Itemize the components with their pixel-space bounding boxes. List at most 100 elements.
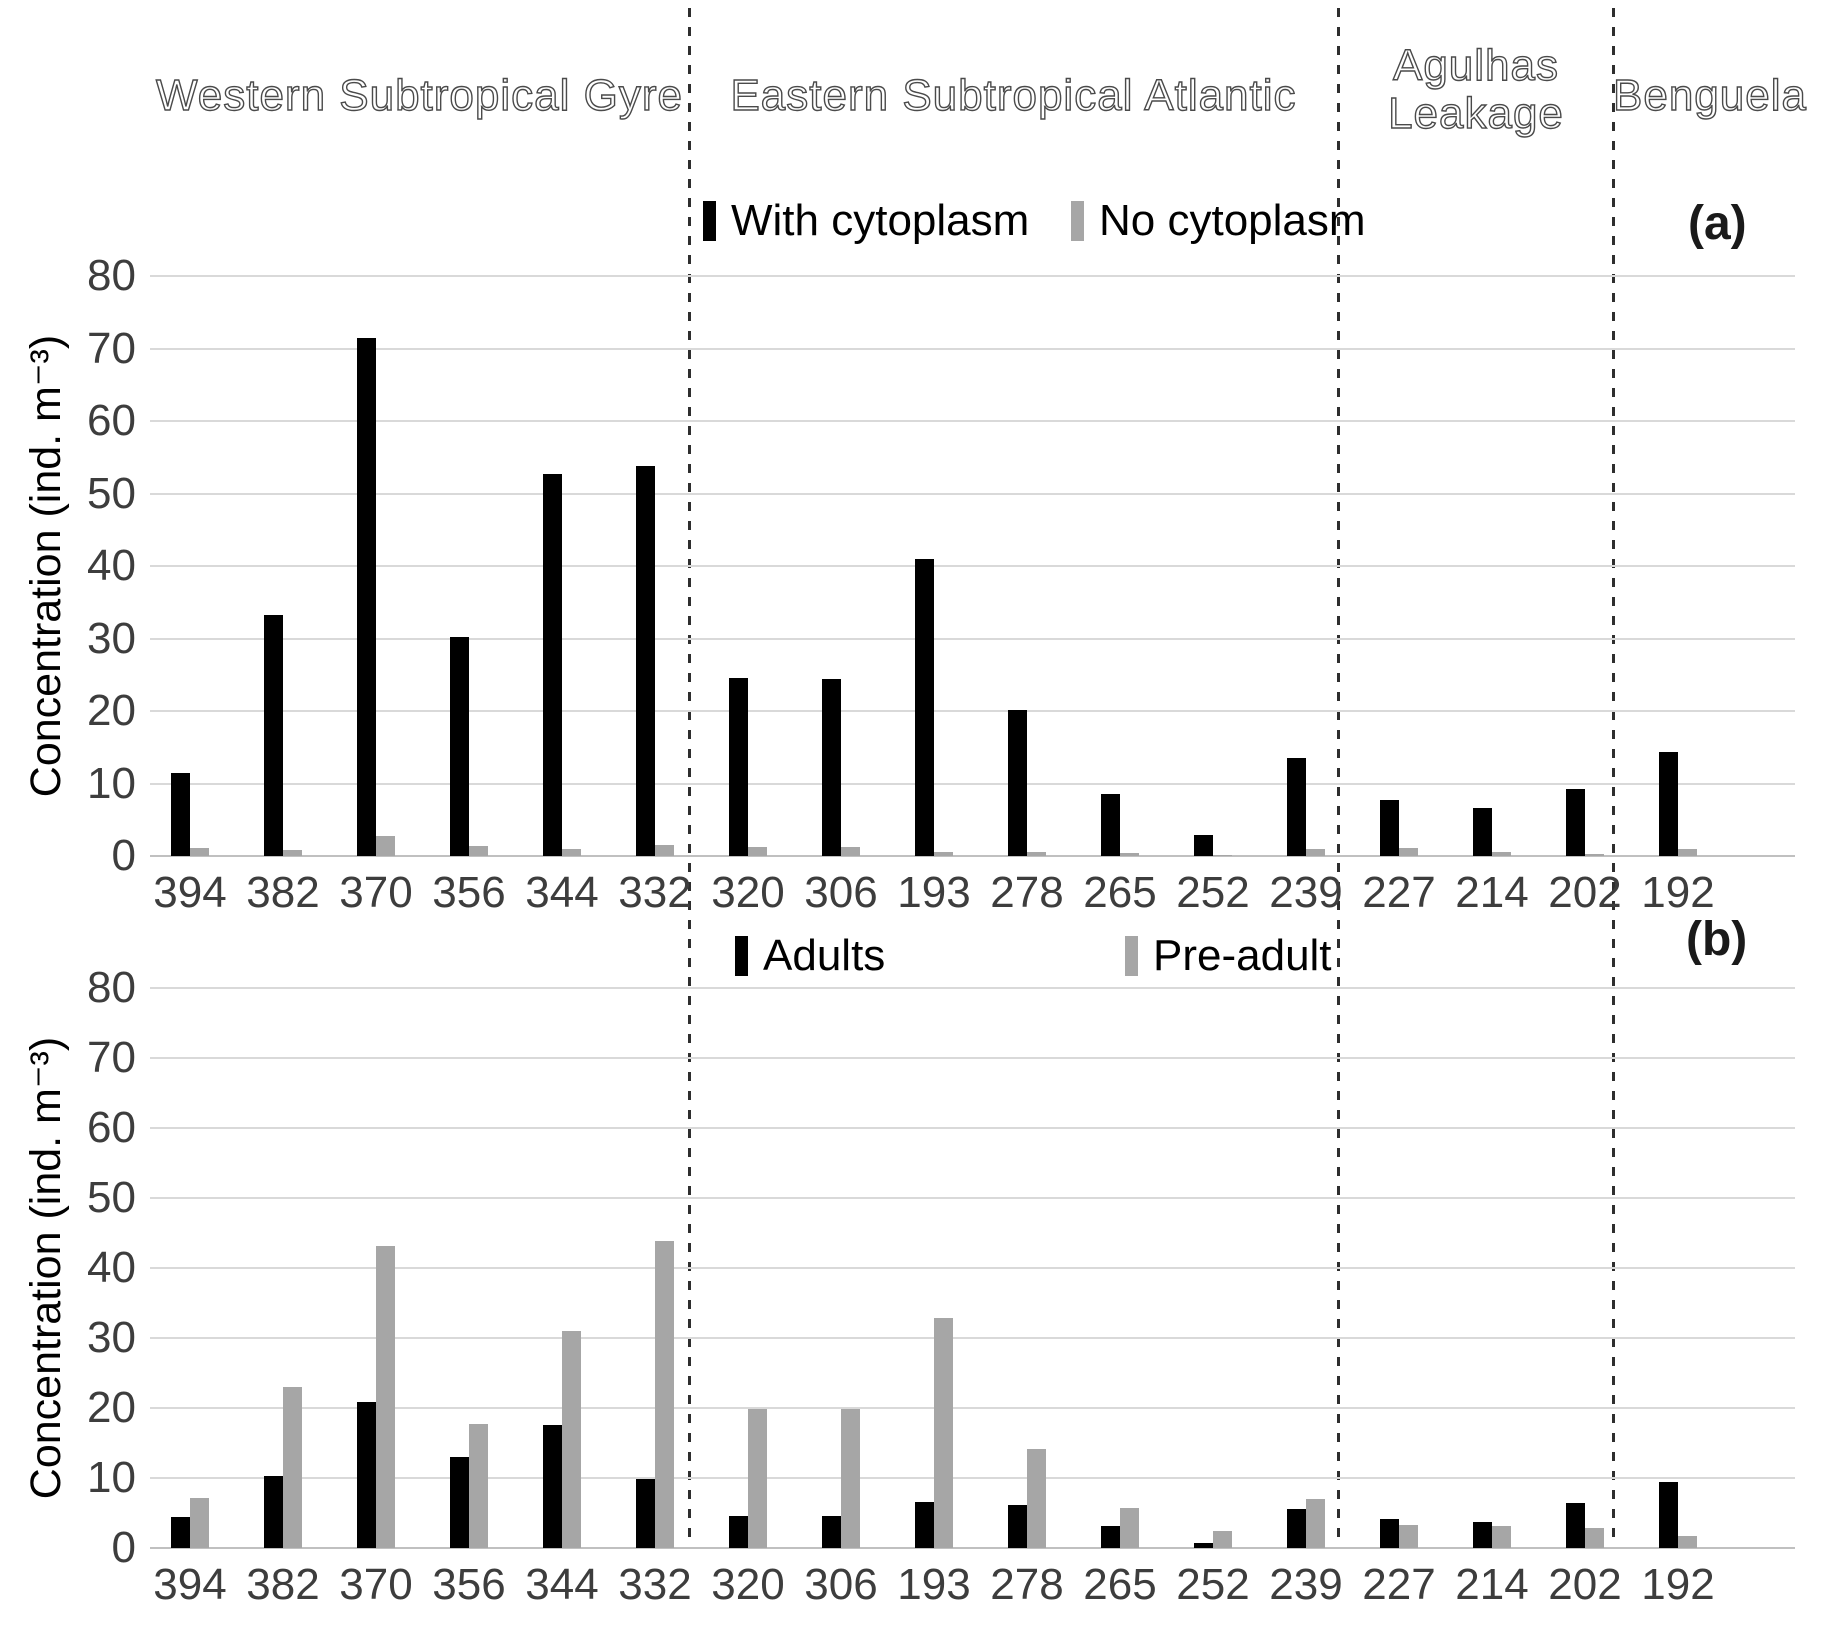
- x-tick-label-a-320: 320: [711, 868, 785, 917]
- region-title-western-subtropical-gyre: Western Subtropical Gyre: [155, 71, 683, 120]
- y-tick-label-b-80: 80: [87, 963, 136, 1012]
- region-title-eastern-subtropical-atlantic: Eastern Subtropical Atlantic: [730, 71, 1297, 120]
- bar-b-gray-252: [1213, 1531, 1232, 1548]
- bar-b-gray-202: [1585, 1528, 1604, 1548]
- y-tick-label-b-0: 0: [111, 1523, 136, 1572]
- x-tick-label-a-382: 382: [246, 868, 320, 917]
- x-tick-label-b-192: 192: [1641, 1560, 1715, 1609]
- bar-a-black-370: [357, 337, 376, 856]
- x-tick-label-a-332: 332: [618, 868, 692, 917]
- x-tick-label-a-239: 239: [1269, 868, 1343, 917]
- bar-b-gray-214: [1492, 1526, 1511, 1548]
- legend-item-pre-adult: Pre-adult: [1125, 932, 1332, 980]
- gridline-b-10: [150, 1477, 1795, 1479]
- bar-a-black-356: [450, 637, 469, 856]
- gridline-a-30: [150, 637, 1795, 640]
- legend-label: No cytoplasm: [1099, 196, 1366, 245]
- bar-a-black-382: [264, 614, 283, 856]
- x-tick-label-b-214: 214: [1455, 1560, 1529, 1609]
- bar-a-black-278: [1008, 709, 1027, 856]
- legend-item-no-cytoplasm: No cytoplasm: [1071, 197, 1366, 245]
- x-tick-label-a-192: 192: [1641, 868, 1715, 917]
- gridline-b-70: [150, 1057, 1795, 1059]
- x-tick-label-a-214: 214: [1455, 868, 1529, 917]
- bar-b-black-306: [822, 1515, 841, 1548]
- x-tick-label-b-265: 265: [1083, 1560, 1157, 1609]
- bar-a-black-344: [543, 473, 562, 856]
- bar-b-gray-192: [1678, 1536, 1697, 1548]
- y-tick-label-b-30: 30: [87, 1313, 136, 1362]
- y-tick-label-a-40: 40: [87, 541, 136, 590]
- bar-a-gray-239: [1306, 849, 1325, 856]
- bar-b-black-265: [1101, 1526, 1120, 1548]
- y-tick-label-b-40: 40: [87, 1243, 136, 1292]
- x-tick-label-b-239: 239: [1269, 1560, 1343, 1609]
- y-tick-label-b-20: 20: [87, 1383, 136, 1432]
- x-tick-label-a-202: 202: [1548, 868, 1622, 917]
- bar-a-gray-394: [190, 848, 209, 856]
- bar-a-gray-382: [283, 850, 302, 856]
- bar-b-gray-370: [376, 1245, 395, 1548]
- bar-a-gray-214: [1492, 851, 1511, 856]
- x-tick-label-a-252: 252: [1176, 868, 1250, 917]
- legend-swatch-black: [703, 201, 716, 241]
- x-tick-label-a-356: 356: [432, 868, 506, 917]
- region-title-agulhas-leakage: Agulhas Leakage: [1387, 41, 1564, 138]
- y-tick-label-a-10: 10: [87, 758, 136, 808]
- y-tick-label-a-60: 60: [87, 396, 136, 445]
- x-tick-label-b-202: 202: [1548, 1560, 1622, 1609]
- y-tick-label-a-70: 70: [87, 323, 136, 373]
- y-tick-label-a-80: 80: [87, 251, 136, 300]
- bar-b-black-278: [1008, 1504, 1027, 1548]
- gridline-a-80: [150, 275, 1795, 277]
- bar-a-gray-278: [1027, 851, 1046, 856]
- x-tick-label-b-394: 394: [153, 1560, 227, 1609]
- bar-b-black-227: [1380, 1518, 1399, 1548]
- legend-swatch-gray: [1125, 936, 1138, 976]
- bar-a-gray-202: [1585, 853, 1604, 856]
- bar-a-black-332: [636, 465, 655, 856]
- bar-b-gray-265: [1120, 1508, 1139, 1548]
- gridline-a-70: [150, 347, 1795, 350]
- x-tick-label-b-382: 382: [246, 1560, 320, 1609]
- bar-b-gray-394: [190, 1497, 209, 1548]
- y-tick-label-b-50: 50: [87, 1173, 136, 1222]
- x-tick-label-a-227: 227: [1362, 868, 1436, 917]
- bar-b-black-344: [543, 1424, 562, 1548]
- region-separator-line: [1612, 8, 1615, 1549]
- x-tick-label-a-370: 370: [339, 868, 413, 917]
- x-tick-label-b-306: 306: [804, 1560, 878, 1609]
- bar-a-black-265: [1101, 793, 1120, 856]
- bar-b-gray-320: [748, 1408, 767, 1548]
- bar-a-black-214: [1473, 808, 1492, 856]
- bar-b-gray-193: [934, 1317, 953, 1548]
- bar-b-black-332: [636, 1479, 655, 1548]
- x-tick-label-b-252: 252: [1176, 1560, 1250, 1609]
- bar-a-black-320: [729, 678, 748, 856]
- y-tick-label-b-10: 10: [87, 1453, 136, 1502]
- region-title-benguela: Benguela: [1612, 71, 1807, 120]
- y-tick-label-a-0: 0: [111, 831, 136, 880]
- y-tick-label-b-60: 60: [87, 1103, 136, 1152]
- bar-a-black-193: [915, 558, 934, 856]
- panel-b-letter: (b): [1686, 913, 1748, 966]
- bar-b-gray-356: [469, 1424, 488, 1548]
- bar-a-black-306: [822, 679, 841, 856]
- bar-a-black-202: [1566, 788, 1585, 856]
- bar-b-black-252: [1194, 1543, 1213, 1548]
- bar-b-gray-239: [1306, 1499, 1325, 1548]
- gridline-b-80: [150, 987, 1795, 989]
- gridline-b-0: [150, 1547, 1795, 1549]
- bar-a-gray-252: [1213, 854, 1232, 856]
- bar-a-gray-265: [1120, 853, 1139, 856]
- bar-a-gray-356: [469, 845, 488, 856]
- bar-a-gray-332: [655, 845, 674, 856]
- bar-b-black-192: [1659, 1482, 1678, 1548]
- x-tick-label-b-193: 193: [897, 1560, 971, 1609]
- bar-b-black-239: [1287, 1508, 1306, 1548]
- region-separator-line: [688, 8, 691, 1549]
- bar-b-black-370: [357, 1402, 376, 1548]
- panel-a-letter: (a): [1688, 197, 1747, 250]
- x-tick-label-b-370: 370: [339, 1560, 413, 1609]
